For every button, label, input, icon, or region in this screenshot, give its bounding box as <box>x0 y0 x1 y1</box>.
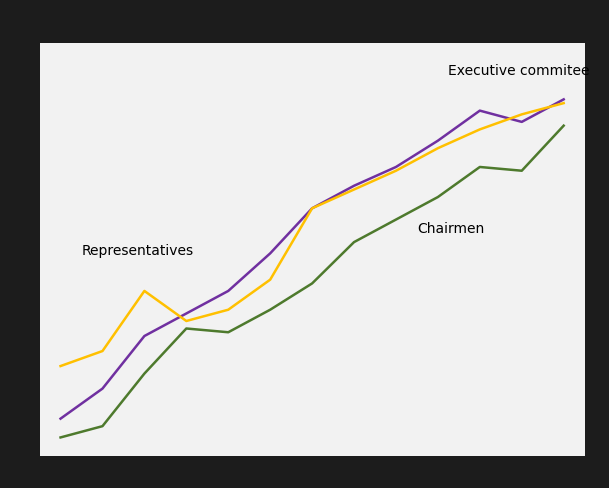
Text: Executive commitee: Executive commitee <box>448 64 590 78</box>
Text: Representatives: Representatives <box>82 244 194 258</box>
Text: Chairmen: Chairmen <box>417 221 484 235</box>
